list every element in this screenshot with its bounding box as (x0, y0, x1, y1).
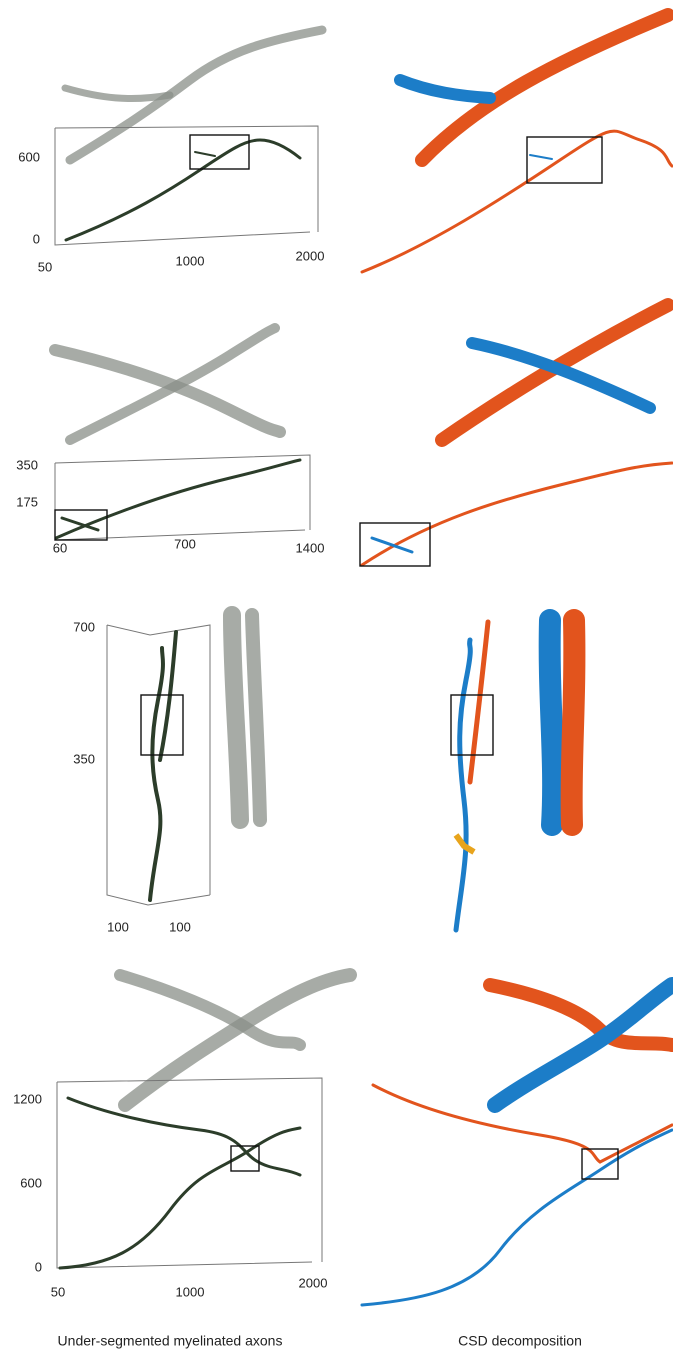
tick-label: 175 (16, 494, 38, 509)
tick-label: 350 (16, 457, 38, 472)
panel-3: 700 350 100 100 (73, 615, 574, 934)
segment-trace (530, 155, 552, 159)
axon-trace (150, 648, 163, 900)
axon-trace (66, 140, 300, 240)
tick-label: 1000 (176, 1284, 205, 1299)
panel-4: 1200 600 0 50 1000 2000 (13, 975, 672, 1305)
tick-label: 600 (20, 1175, 42, 1190)
zoom-orange (572, 620, 575, 825)
zoom-box (582, 1149, 618, 1179)
segment-trace (362, 1130, 672, 1305)
panel-2: 350 175 60 700 1400 (16, 305, 672, 566)
segment-orange (422, 15, 668, 160)
segment-blue (400, 80, 490, 98)
axon-trace (195, 152, 215, 156)
tick-label: 350 (73, 751, 95, 766)
tick-label: 2000 (296, 248, 325, 263)
tick-label: 100 (107, 919, 129, 934)
mesh-axon (252, 615, 260, 820)
tick-label: 50 (51, 1284, 65, 1299)
mesh-axon (232, 615, 240, 820)
tick-label: 2000 (299, 1275, 328, 1290)
axon-trace (68, 1098, 300, 1175)
segment-trace (362, 131, 672, 272)
tick-label: 100 (169, 919, 191, 934)
caption: Under-segmented myelinated axons (58, 1333, 283, 1349)
tick-label: 700 (73, 619, 95, 634)
tick-label: 1000 (176, 253, 205, 268)
panel-1: 600 0 50 1000 2000 (18, 15, 672, 274)
mesh-axon (65, 88, 170, 99)
mesh-axon (125, 975, 350, 1105)
segment-blue (456, 640, 470, 930)
tick-label: 0 (33, 231, 40, 246)
axis-box (57, 1078, 322, 1268)
segment-trace (373, 1085, 600, 1162)
axis-box (107, 625, 210, 905)
segment-trace (600, 1125, 672, 1162)
tick-label: 700 (174, 536, 196, 551)
axon-trace (56, 460, 300, 538)
segment-orange (470, 622, 488, 782)
tick-label: 60 (53, 540, 67, 555)
tick-label: 0 (35, 1259, 42, 1274)
axon-trace (60, 1128, 300, 1268)
tick-label: 600 (18, 149, 40, 164)
figure: 600 0 50 1000 2000 350 175 60 700 1400 7… (0, 0, 673, 1355)
tick-label: 1200 (13, 1091, 42, 1106)
tick-label: 50 (38, 259, 52, 274)
zoom-blue (550, 620, 553, 825)
caption: CSD decomposition (458, 1333, 582, 1349)
tick-label: 1400 (296, 540, 325, 555)
